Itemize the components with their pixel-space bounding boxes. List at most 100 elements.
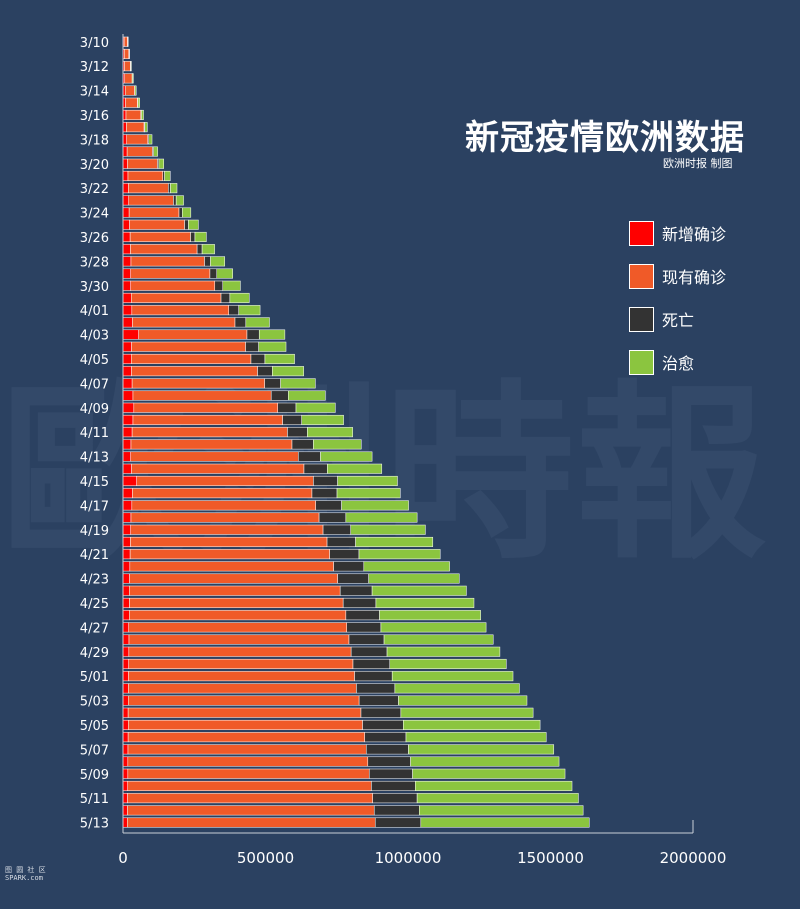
bar-new-5-13 <box>122 817 128 828</box>
bar-new-4-03 <box>122 329 139 340</box>
bar-recovered-5-09 <box>412 768 566 779</box>
bar-recovered-5-06 <box>405 732 547 743</box>
bar-active-4-10 <box>132 414 283 425</box>
bar-deaths-3-23 <box>173 195 177 206</box>
bar-new-4-21 <box>122 549 131 560</box>
y-tick-label-4-03: 4/03 <box>80 329 109 344</box>
y-tick-label-4-11: 4/11 <box>80 426 109 441</box>
bar-new-4-01 <box>122 305 133 316</box>
bar-deaths-5-08 <box>367 756 411 767</box>
bar-new-4-09 <box>122 402 135 413</box>
bar-new-3-30 <box>122 280 131 291</box>
y-tick-label-5-01: 5/01 <box>80 670 109 685</box>
legend-swatch-active <box>629 263 654 289</box>
bar-active-3-15 <box>125 97 138 108</box>
y-tick-label-3-26: 3/26 <box>80 231 109 246</box>
bar-recovered-4-06 <box>272 366 304 377</box>
bar-active-4-21 <box>129 549 330 560</box>
bar-new-5-02 <box>122 683 129 694</box>
bar-recovered-4-14 <box>327 463 383 474</box>
bar-new-4-19 <box>122 524 131 535</box>
bar-new-3-23 <box>122 195 129 206</box>
y-tick-label-3-18: 3/18 <box>80 133 109 148</box>
y-tick-label-3-10: 3/10 <box>80 36 109 51</box>
bar-recovered-3-27 <box>201 244 215 255</box>
bar-active-3-11 <box>124 48 130 59</box>
bar-new-5-11 <box>122 793 128 804</box>
bar-new-4-18 <box>122 512 132 523</box>
bar-deaths-4-26 <box>345 610 380 621</box>
bar-recovered-4-28 <box>383 634 494 645</box>
bar-deaths-3-25 <box>184 219 189 230</box>
bar-recovered-4-27 <box>380 622 487 633</box>
bar-recovered-3-13 <box>132 73 134 84</box>
bar-active-5-01 <box>128 671 355 682</box>
bar-new-4-16 <box>122 488 133 499</box>
y-tick-label-3-22: 3/22 <box>80 182 109 197</box>
bar-new-3-26 <box>122 231 131 242</box>
y-tick-label-3-14: 3/14 <box>80 85 109 100</box>
bar-deaths-5-09 <box>368 768 413 779</box>
bar-active-4-22 <box>129 561 334 572</box>
y-tick-label-5-13: 5/13 <box>80 817 109 832</box>
bar-active-3-20 <box>127 158 158 169</box>
bar-recovered-5-05 <box>403 719 541 730</box>
bar-active-5-06 <box>127 732 365 743</box>
bar-deaths-3-26 <box>190 231 196 242</box>
bar-active-4-24 <box>129 585 341 596</box>
bar-new-4-04 <box>122 341 132 352</box>
bar-new-4-26 <box>122 610 130 621</box>
y-tick-label-4-01: 4/01 <box>80 304 109 319</box>
bar-deaths-4-21 <box>329 549 360 560</box>
bar-active-4-15 <box>136 475 314 486</box>
bar-recovered-5-11 <box>416 793 579 804</box>
bar-active-4-05 <box>131 353 252 364</box>
bar-recovered-4-05 <box>264 353 295 364</box>
bar-new-4-12 <box>122 439 132 450</box>
y-tick-label-3-16: 3/16 <box>80 109 109 124</box>
bar-recovered-4-13 <box>320 451 373 462</box>
bar-recovered-3-11 <box>128 48 130 59</box>
bar-recovered-4-22 <box>363 561 450 572</box>
bar-recovered-3-12 <box>130 61 132 72</box>
y-tick-label-5-09: 5/09 <box>80 768 109 783</box>
y-tick-label-4-07: 4/07 <box>80 377 109 392</box>
bar-new-5-06 <box>122 732 129 743</box>
bar-deaths-4-20 <box>326 536 356 547</box>
bar-active-4-23 <box>129 573 338 584</box>
bar-deaths-4-01 <box>228 305 239 316</box>
bar-active-4-07 <box>131 378 265 389</box>
bar-new-4-10 <box>122 414 134 425</box>
bar-active-4-17 <box>131 500 316 511</box>
bar-deaths-5-06 <box>364 732 407 743</box>
bar-active-4-28 <box>128 634 350 645</box>
bar-recovered-4-26 <box>379 610 481 621</box>
bar-deaths-3-27 <box>196 244 203 255</box>
bar-deaths-3-22 <box>168 183 171 194</box>
bar-deaths-4-23 <box>337 573 369 584</box>
bar-recovered-3-26 <box>194 231 207 242</box>
y-tick-label-3-12: 3/12 <box>80 60 109 75</box>
bar-recovered-3-18 <box>148 134 153 145</box>
bar-active-4-12 <box>130 439 293 450</box>
bar-recovered-4-24 <box>371 585 467 596</box>
y-tick-label-4-21: 4/21 <box>80 548 109 563</box>
chart-title: 新冠疫情欧洲数据 <box>465 118 745 158</box>
bar-active-4-04 <box>131 341 246 352</box>
bar-active-4-26 <box>129 610 347 621</box>
y-tick-label-4-13: 4/13 <box>80 451 109 466</box>
bar-new-4-20 <box>122 536 131 547</box>
bar-recovered-4-12 <box>313 439 362 450</box>
bar-deaths-4-25 <box>342 597 377 608</box>
credit-logo: 图 圆 社 区 SPARK.com <box>5 866 46 882</box>
credit-line-2: SPARK.com <box>5 874 43 882</box>
bar-deaths-3-31 <box>220 292 231 303</box>
bar-deaths-4-06 <box>257 366 273 377</box>
bar-new-4-29 <box>122 646 130 657</box>
y-tick-label-3-24: 3/24 <box>80 207 109 222</box>
bar-new-5-04 <box>122 707 129 718</box>
bar-active-3-12 <box>124 61 131 72</box>
bar-active-5-05 <box>128 719 363 730</box>
bar-deaths-4-03 <box>246 329 260 340</box>
y-tick-label-4-29: 4/29 <box>80 646 109 661</box>
